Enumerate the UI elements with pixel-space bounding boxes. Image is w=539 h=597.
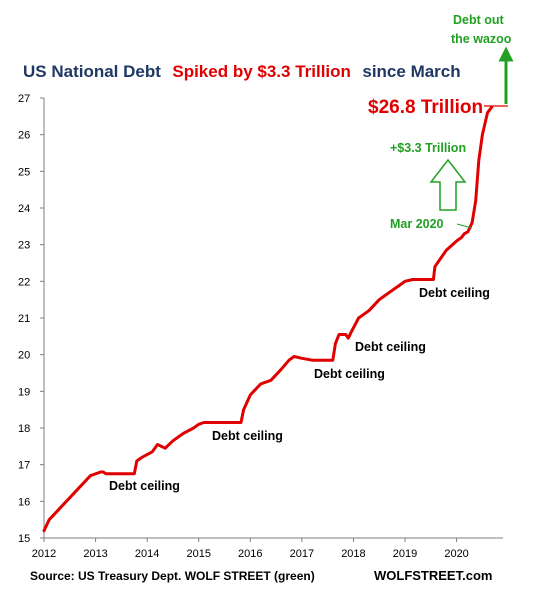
series-line-national-debt [42,105,494,533]
x-tick-label-2019: 2019 [393,548,417,560]
title-part-1: US National Debt [23,62,161,81]
y-tick-label-24: 24 [18,203,30,215]
y-tick-label-27: 27 [18,93,30,105]
x-tick-label-2013: 2013 [83,548,107,560]
source-note: Source: US Treasury Dept. WOLF STREET (g… [30,569,315,583]
title-part-2: Spiked by $3.3 Trillion [172,62,351,81]
y-tick-label-22: 22 [18,276,30,288]
y-tick-label-19: 19 [18,386,30,398]
y-tick-label-26: 26 [18,130,30,142]
y-tick-label-23: 23 [18,240,30,252]
y-tick-label-18: 18 [18,423,30,435]
y-tick-label-25: 25 [18,166,30,178]
increase-label: +$3.3 Trillion [390,141,466,155]
debt-ceiling-label-2019: Debt ceiling [419,286,490,300]
top-label-line-1: Debt out [453,13,505,27]
debt-ceiling-label-2015: Debt ceiling [212,429,283,443]
x-tick-label-2017: 2017 [290,548,314,560]
x-tick-label-2015: 2015 [186,548,210,560]
debt-ceiling-label-2017: Debt ceiling [314,367,385,381]
title-part-3: since March [362,62,460,81]
march-pointer-line [456,223,473,229]
debt-ceiling-label-2013: Debt ceiling [109,479,180,493]
y-tick-label-21: 21 [18,313,30,325]
x-tick-label-2014: 2014 [135,548,159,560]
y-tick-group: 15 16 17 18 19 20 21 22 23 24 25 26 27 [18,93,44,545]
chart-title: US National Debt Spiked by $3.3 Trillion… [23,62,461,81]
x-tick-group: 2012 2013 2014 2015 2016 2017 2018 2019 2020 [32,538,469,560]
brand-label: WOLFSTREET.com [374,568,492,583]
y-tick-label-17: 17 [18,460,30,472]
x-tick-label-2018: 2018 [341,548,365,560]
y-tick-label-15: 15 [18,533,30,545]
x-tick-label-2016: 2016 [238,548,262,560]
x-tick-label-2012: 2012 [32,548,56,560]
x-tick-label-2020: 2020 [444,548,468,560]
march-label: Mar 2020 [390,217,444,231]
y-tick-label-20: 20 [18,350,30,362]
increase-arrow-icon [429,158,467,211]
y-tick-label-16: 16 [18,496,30,508]
current-value-label: $26.8 Trillion [368,97,483,118]
debt-ceiling-label-2018: Debt ceiling [355,340,426,354]
top-label-line-2: the wazoo [451,32,512,46]
